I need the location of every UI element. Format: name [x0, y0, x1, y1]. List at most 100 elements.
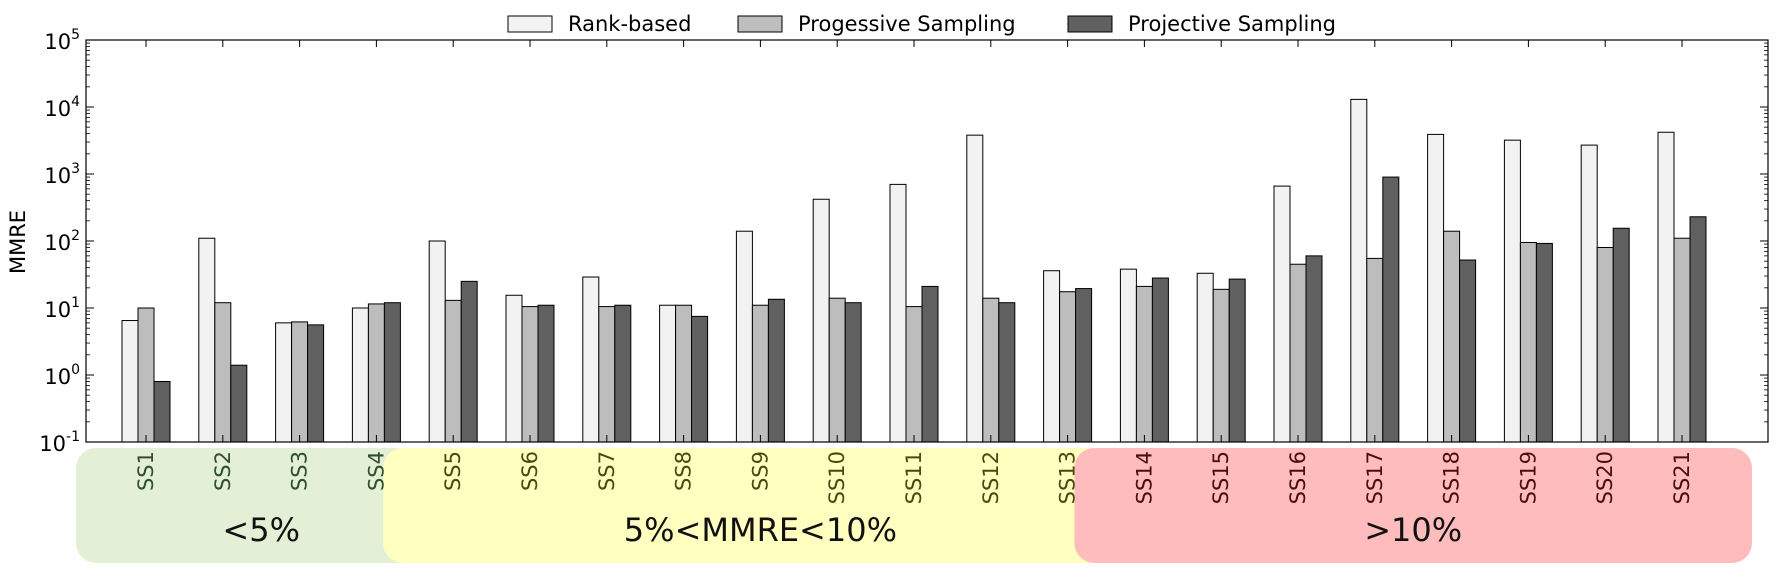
bar-ss14-series-0 — [1119, 268, 1137, 443]
bar-ss21-series-0 — [1657, 131, 1675, 443]
x-tick-label-ss3: SS3 — [288, 451, 312, 491]
bar-ss17-series-1 — [1366, 257, 1384, 443]
x-tick-label-ss7: SS7 — [595, 451, 619, 491]
legend: Rank-based Progessive Sampling Projective … — [507, 12, 1336, 36]
y-tick-label: 104 — [44, 94, 80, 121]
bar-ss1-series-2 — [153, 380, 171, 443]
bar-ss2-series-2 — [230, 364, 248, 443]
x-axis: SS1 SS2 SS3 SS4 SS5 SS6 SS7 SS8 SS9 SS10 SS11 SS12 S… — [134, 40, 1694, 504]
bar-ss7-series-0 — [582, 276, 600, 443]
bar-ss17-series-0 — [1350, 98, 1368, 443]
bar-ss13-series-2 — [1075, 288, 1093, 443]
bar-ss16-series-2 — [1305, 255, 1323, 443]
x-tick-label-ss13: SS13 — [1056, 451, 1080, 504]
group-label-2: >10% — [1364, 511, 1462, 549]
bar-ss18-series-1 — [1443, 230, 1461, 443]
bar-ss11-series-2 — [921, 285, 939, 443]
y-axis-label: MMRE — [6, 210, 30, 274]
bar-ss10-series-2 — [844, 302, 862, 443]
bar-ss6-series-0 — [505, 294, 523, 443]
bar-ss4-series-2 — [383, 302, 401, 443]
bar-ss21-series-1 — [1673, 237, 1691, 443]
group-band-0 — [76, 448, 447, 563]
bar-ss8-series-1 — [675, 304, 693, 443]
bar-ss1-series-0 — [121, 320, 139, 443]
bar-ss2-series-0 — [198, 237, 216, 443]
group-label-1: 5%<MMRE<10% — [624, 511, 897, 549]
bar-ss11-series-1 — [905, 306, 923, 443]
group-label-0: <5% — [222, 511, 300, 549]
bar-ss7-series-1 — [598, 306, 616, 443]
bar-ss6-series-1 — [521, 306, 539, 443]
x-tick-label-ss19: SS19 — [1516, 451, 1540, 504]
bar-ss14-series-2 — [1151, 277, 1169, 443]
legend-swatch-2 — [1067, 15, 1113, 33]
bar-ss16-series-1 — [1289, 263, 1307, 443]
bar-ss1-series-1 — [137, 307, 155, 443]
bar-ss2-series-1 — [214, 302, 232, 443]
bar-ss6-series-2 — [537, 304, 555, 443]
legend-label-2: Projective Sampling — [1128, 12, 1336, 36]
bar-ss8-series-2 — [691, 315, 709, 443]
y-tick-label: 105 — [44, 27, 80, 54]
y-tick-label: 103 — [44, 161, 80, 188]
bar-ss8-series-0 — [659, 304, 677, 443]
bar-ss20-series-2 — [1612, 227, 1630, 443]
x-tick-label-ss8: SS8 — [672, 451, 696, 491]
bar-ss3-series-0 — [275, 322, 293, 443]
x-tick-label-ss20: SS20 — [1593, 451, 1617, 504]
bar-ss19-series-2 — [1535, 242, 1553, 443]
x-tick-label-ss9: SS9 — [748, 451, 772, 491]
x-tick-label-ss15: SS15 — [1209, 451, 1233, 504]
x-tick-label-ss17: SS17 — [1363, 451, 1387, 504]
legend-label-0: Rank-based — [568, 12, 691, 36]
bar-ss15-series-2 — [1228, 278, 1246, 443]
bar-ss13-series-1 — [1059, 291, 1077, 443]
legend-swatch-0 — [507, 15, 553, 33]
x-tick-label-ss14: SS14 — [1132, 451, 1156, 504]
bar-ss20-series-0 — [1580, 144, 1598, 443]
y-tick-label: 100 — [44, 362, 80, 389]
x-tick-label-ss2: SS2 — [211, 451, 235, 491]
bar-ss9-series-0 — [735, 230, 753, 443]
x-tick-label-ss6: SS6 — [518, 451, 542, 491]
x-tick-label-ss4: SS4 — [364, 451, 388, 491]
bar-ss5-series-0 — [428, 240, 446, 443]
bar-ss9-series-1 — [751, 304, 769, 443]
bar-ss16-series-0 — [1273, 185, 1291, 443]
bar-ss5-series-2 — [460, 280, 478, 443]
bars — [121, 98, 1707, 443]
x-tick-label-ss18: SS18 — [1440, 451, 1464, 504]
bar-ss13-series-0 — [1043, 270, 1061, 443]
bar-ss11-series-0 — [889, 183, 907, 443]
bar-ss19-series-1 — [1519, 241, 1537, 443]
y-tick-label: 10-1 — [39, 429, 80, 456]
x-tick-label-ss21: SS21 — [1670, 451, 1694, 504]
bar-ss3-series-1 — [291, 321, 309, 443]
bar-ss12-series-1 — [982, 297, 1000, 443]
bar-ss4-series-0 — [351, 307, 369, 443]
bar-ss20-series-1 — [1596, 246, 1614, 443]
bar-ss5-series-1 — [444, 299, 462, 443]
bar-ss17-series-2 — [1382, 176, 1400, 443]
x-tick-label-ss1: SS1 — [134, 451, 158, 491]
bar-ss18-series-2 — [1459, 259, 1477, 443]
bar-ss19-series-0 — [1503, 139, 1521, 443]
bar-ss10-series-0 — [812, 198, 830, 443]
y-tick-label: 101 — [44, 295, 80, 322]
bar-ss7-series-2 — [614, 304, 632, 443]
x-tick-label-ss16: SS16 — [1286, 451, 1310, 504]
x-tick-label-ss11: SS11 — [902, 451, 926, 504]
group-bands: <5% 5%<MMRE<10% >10% — [76, 448, 1752, 563]
bar-ss4-series-1 — [367, 303, 385, 443]
group-band-2 — [1074, 448, 1752, 563]
y-tick-label: 102 — [44, 228, 80, 255]
group-band-1 — [383, 448, 1138, 563]
bar-ss15-series-1 — [1212, 288, 1230, 443]
legend-swatch-1 — [737, 15, 783, 33]
bar-ss18-series-0 — [1427, 133, 1445, 443]
x-tick-label-ss5: SS5 — [441, 451, 465, 491]
x-tick-label-ss12: SS12 — [979, 451, 1003, 504]
bar-ss3-series-2 — [307, 324, 325, 443]
